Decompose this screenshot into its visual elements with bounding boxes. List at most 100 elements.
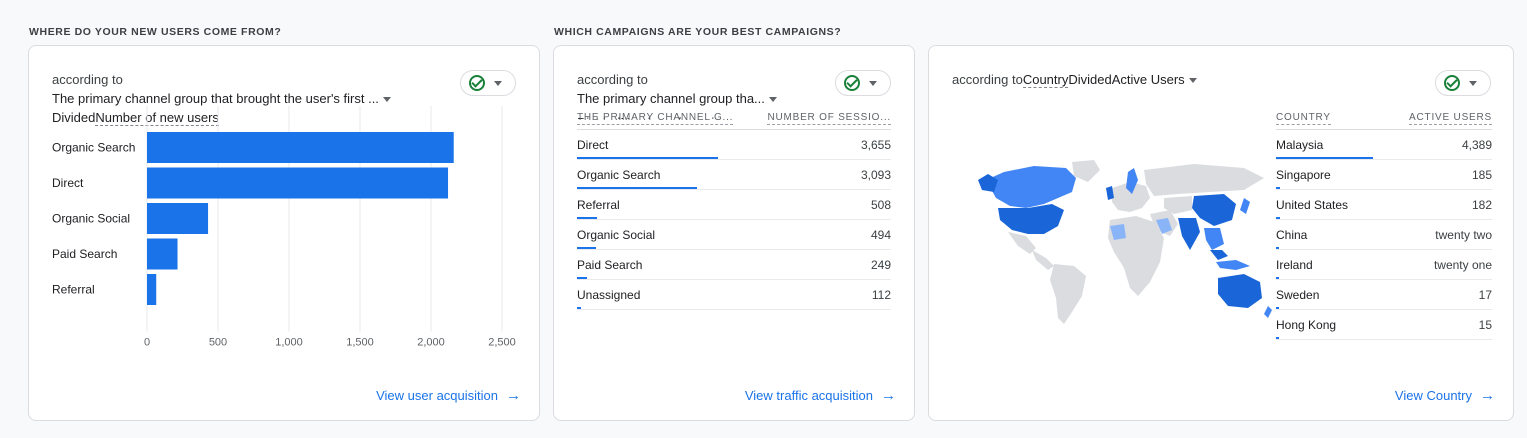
row-value: 3,655 [860, 137, 891, 152]
map-region-australia [1218, 274, 1262, 308]
row-value: twenty two [1435, 227, 1492, 242]
triangle-down-icon [1469, 81, 1477, 86]
x-tick-label: 1,500 [346, 337, 374, 349]
row-proportion-bar [1276, 247, 1279, 249]
traffic-card: according to The primary channel group t… [553, 45, 915, 421]
column-header-channel[interactable]: THE PRIMARY CHANNEL G... [577, 112, 734, 125]
row-value: 15 [1478, 317, 1492, 332]
view-traffic-acquisition-link[interactable]: View traffic acquisition → [745, 387, 896, 404]
check-circle-icon [1444, 75, 1460, 91]
status-menu-button[interactable] [835, 70, 891, 96]
dimension-label: The primary channel group tha... [577, 91, 765, 106]
divided-text: Divided [52, 110, 96, 125]
column-header-active-users[interactable]: ACTIVE USERS [1409, 112, 1492, 125]
prefix-text: according to [52, 72, 123, 87]
map-region-uk-ireland [1106, 186, 1114, 200]
view-country-link[interactable]: View Country → [1395, 387, 1495, 404]
triangle-down-icon [382, 97, 391, 103]
map-region-europe [1112, 182, 1150, 212]
table-row[interactable]: Singapore 185 [1276, 160, 1492, 190]
status-menu-button[interactable] [1435, 70, 1491, 96]
row-proportion-bar [577, 247, 597, 249]
prefix-text: according to [952, 72, 1023, 87]
column-header-country[interactable]: COUNTRY [1276, 112, 1331, 125]
map-region-indonesia [1216, 260, 1250, 270]
table-row[interactable]: Hong Kong 15 [1276, 310, 1492, 340]
table-row[interactable]: Sweden 17 [1276, 280, 1492, 310]
card-header: according to The primary channel group t… [52, 70, 391, 127]
map-region-central [1032, 250, 1054, 270]
bar-referral [147, 274, 157, 305]
x-tick-label: 0 [144, 337, 150, 349]
arrow-right-icon: → [1480, 387, 1495, 404]
dimension-selector[interactable]: The primary channel group tha... [577, 89, 777, 108]
category-label: Paid Search [52, 247, 117, 261]
view-user-acquisition-link[interactable]: View user acquisition → [376, 387, 521, 404]
dimension-selector[interactable]: according toCountryDividedActive Users [952, 70, 1197, 89]
new-users-card: according to The primary channel group t… [28, 45, 540, 421]
table-row[interactable]: Direct 3,655 [577, 130, 891, 160]
table-row[interactable]: Referral 508 [577, 190, 891, 220]
table-body: Malaysia 4,389 Singapore 185 United States 18… [1276, 130, 1492, 340]
row-proportion-bar [1276, 337, 1279, 339]
row-proportion-bar [577, 217, 597, 219]
table-row[interactable]: Organic Social 494 [577, 220, 891, 250]
table-row[interactable]: Unassigned 112 [577, 280, 891, 310]
row-proportion-bar [1276, 307, 1279, 309]
country-table: COUNTRY ACTIVE USERS Malaysia 4,389 Singap… [1276, 108, 1492, 340]
table-row[interactable]: Malaysia 4,389 [1276, 130, 1492, 160]
dimension-selector[interactable]: The primary channel group that brought t… [52, 89, 391, 108]
map-region-sweden [1126, 168, 1138, 194]
section-title-new-users: WHERE DO YOUR NEW USERS COME FROM? [29, 26, 282, 38]
triangle-down-icon [768, 97, 777, 103]
row-label: Hong Kong [1276, 317, 1337, 332]
row-label: Unassigned [577, 287, 641, 302]
map-region-malaysia [1210, 250, 1228, 260]
bar-direct [147, 167, 449, 199]
row-value: 508 [870, 197, 891, 212]
world-map[interactable] [974, 158, 1274, 328]
row-value: 249 [870, 257, 891, 272]
table-row[interactable]: Ireland twenty one [1276, 250, 1492, 280]
row-value: 4,389 [1461, 137, 1492, 152]
dimension-label: The primary channel group that brought t… [52, 91, 379, 106]
map-region-central-asia [1164, 196, 1192, 214]
map-region-mexico [1008, 232, 1036, 254]
metric-selector[interactable]: DividedNumber of new users [52, 108, 391, 127]
arrow-right-icon: → [506, 387, 521, 404]
table-row[interactable]: Paid Search 249 [577, 250, 891, 280]
map-region-china [1192, 194, 1236, 226]
link-label: View traffic acquisition [744, 388, 873, 403]
x-tick-label: 2,000 [417, 337, 445, 349]
map-region-india [1178, 218, 1200, 250]
map-region-russia [1144, 164, 1264, 196]
row-proportion-bar [577, 157, 719, 159]
metric-label: Active Users [1111, 72, 1185, 87]
card-header: according to The primary channel group t… [577, 70, 777, 108]
table-row[interactable]: United States 182 [1276, 190, 1492, 220]
row-proportion-bar [577, 307, 582, 309]
triangle-down-icon [1188, 78, 1197, 84]
row-value: 3,093 [860, 167, 891, 182]
bar-organic-search [147, 132, 454, 163]
category-label: Organic Social [52, 212, 130, 226]
link-label: View user acquisition [376, 388, 498, 403]
column-header-sessions[interactable]: NUMBER OF SESSIO... [767, 112, 891, 125]
row-label: Direct [577, 137, 609, 152]
x-tick-label: 1,000 [275, 337, 303, 349]
status-menu-button[interactable] [460, 70, 516, 96]
table-header: THE PRIMARY CHANNEL G... NUMBER OF SESSI… [577, 108, 891, 130]
category-label: Direct [52, 176, 84, 190]
row-value: 112 [871, 287, 891, 302]
arrow-right-icon: → [881, 387, 896, 404]
row-value: 182 [1471, 197, 1492, 212]
row-proportion-bar [1276, 157, 1374, 159]
table-row[interactable]: China twenty two [1276, 220, 1492, 250]
map-region-canada [986, 166, 1076, 208]
section-title-campaigns: WHICH CAMPAIGNS ARE YOUR BEST CAMPAIGNS? [554, 26, 842, 38]
map-region-nz [1264, 306, 1272, 318]
row-label: Organic Search [577, 167, 661, 182]
map-region-south-america [1050, 264, 1086, 324]
table-row[interactable]: Organic Search 3,093 [577, 160, 891, 190]
row-label: Ireland [1276, 257, 1313, 272]
